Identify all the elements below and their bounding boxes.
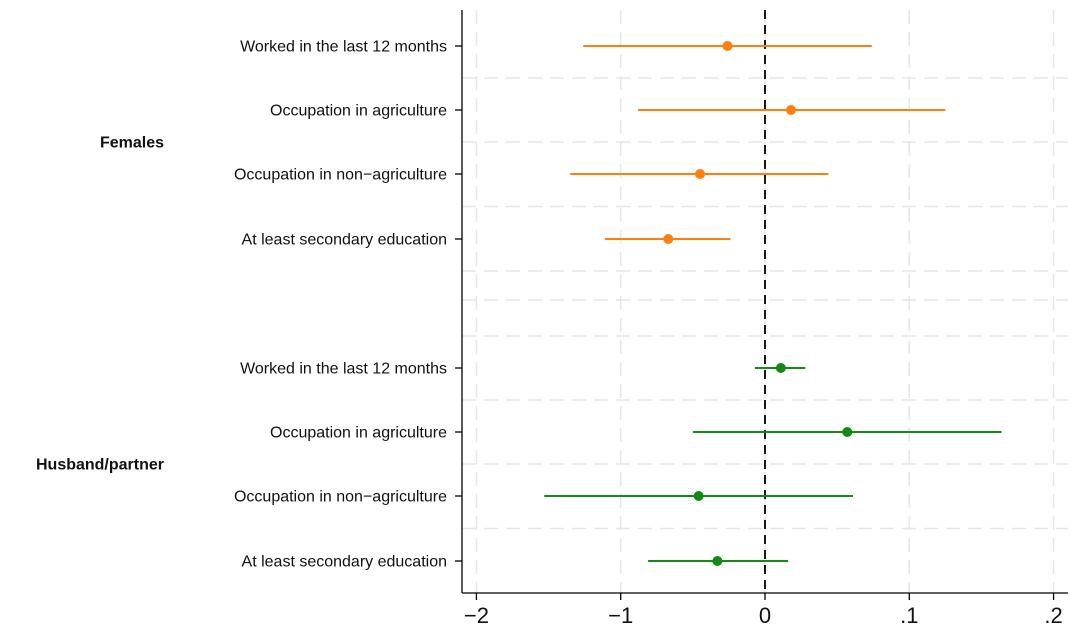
group-label: Females: [100, 135, 164, 152]
point-estimate: [693, 491, 704, 501]
point-estimate: [842, 427, 853, 437]
x-tick-label: −1: [608, 603, 633, 628]
marks-layer: [544, 41, 1002, 566]
x-tick-label: .2: [1044, 603, 1062, 628]
x-tick-label: .1: [900, 603, 918, 628]
point-estimate: [775, 363, 786, 373]
x-tick-label: −2: [464, 603, 489, 628]
point-estimate: [785, 105, 796, 115]
point-estimate: [722, 41, 733, 51]
axis-layer: [455, 10, 1068, 600]
point-estimate: [663, 234, 674, 244]
labels-layer: −2 −1 0 .1 .2 Worked in the last 12 months Occ…: [36, 39, 1063, 629]
category-label: Occupation in non−agriculture: [234, 489, 447, 506]
x-tick-label: 0: [759, 603, 771, 628]
category-label: Occupation in agriculture: [270, 425, 447, 442]
category-label: Occupation in non−agriculture: [234, 167, 447, 184]
category-label: At least secondary education: [242, 554, 447, 571]
point-estimate: [712, 556, 723, 566]
category-label: Worked in the last 12 months: [240, 361, 447, 378]
group-label: Husband/partner: [36, 457, 164, 474]
category-label: At least secondary education: [242, 232, 447, 249]
category-label: Worked in the last 12 months: [240, 39, 447, 56]
category-label: Occupation in agriculture: [270, 103, 447, 120]
point-estimate: [695, 169, 706, 179]
